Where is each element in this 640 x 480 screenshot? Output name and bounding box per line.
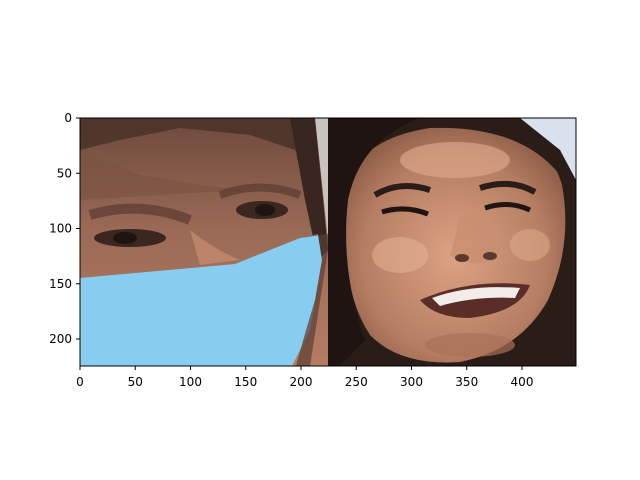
axes-frame: [79, 117, 577, 367]
x-tick-label: 0: [76, 375, 84, 389]
x-tick-label: 200: [290, 375, 313, 389]
x-tick-label: 250: [345, 375, 368, 389]
masked-face-panel: [80, 118, 328, 366]
y-tick-label: 200: [49, 332, 72, 346]
y-tick-label: 150: [49, 277, 72, 291]
x-tick-label: 100: [179, 375, 202, 389]
image-area: [80, 118, 576, 366]
teeth: [432, 287, 520, 306]
x-tick-label: 50: [128, 375, 143, 389]
y-tick-label: 0: [64, 111, 72, 125]
x-tick-label: 150: [234, 375, 257, 389]
x-tick-label: 400: [511, 375, 534, 389]
y-tick-label: 100: [49, 222, 72, 236]
x-tick-label: 350: [455, 375, 478, 389]
mask-region: [80, 234, 322, 366]
x-tick-label: 300: [400, 375, 423, 389]
y-axis: 0 50 100 150 200: [49, 111, 80, 346]
y-tick-label: 50: [57, 166, 72, 180]
x-axis: 0 50 100 150 200 250 300 350 400: [76, 366, 533, 389]
smiling-face-panel: [328, 118, 576, 366]
